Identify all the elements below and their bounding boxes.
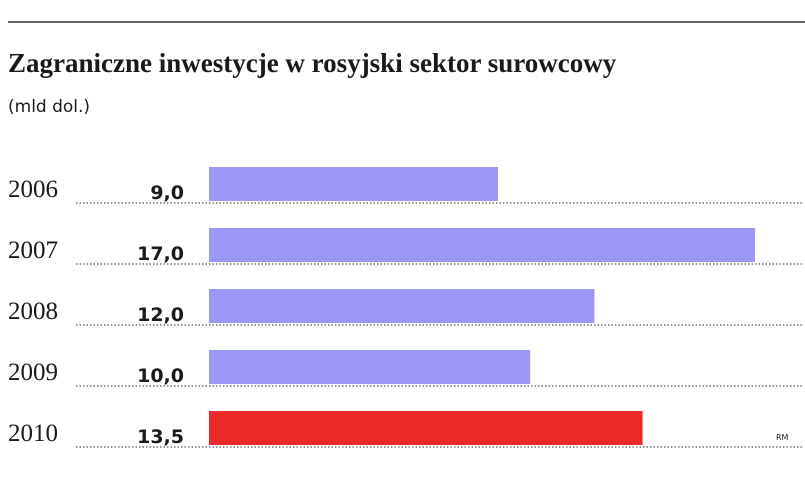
credit: RM [776, 433, 789, 442]
value-label: 12,0 [137, 304, 184, 326]
chart-title: Zagraniczne inwestycje w rosyjski sektor… [8, 48, 617, 78]
chart-subtitle: (mld dol.) [8, 97, 90, 117]
year-label: 2008 [8, 298, 58, 325]
value-label: 10,0 [137, 365, 184, 387]
year-label: 2006 [8, 176, 58, 203]
bar [209, 350, 531, 384]
year-label: 2010 [8, 420, 58, 447]
year-label: 2009 [8, 359, 58, 386]
bar [209, 289, 595, 323]
bar [209, 411, 643, 445]
year-label: 2007 [8, 237, 58, 264]
bar [209, 228, 755, 262]
value-label: 9,0 [150, 182, 184, 204]
bar [209, 167, 499, 201]
value-label: 17,0 [137, 243, 184, 265]
value-label: 13,5 [137, 426, 184, 448]
